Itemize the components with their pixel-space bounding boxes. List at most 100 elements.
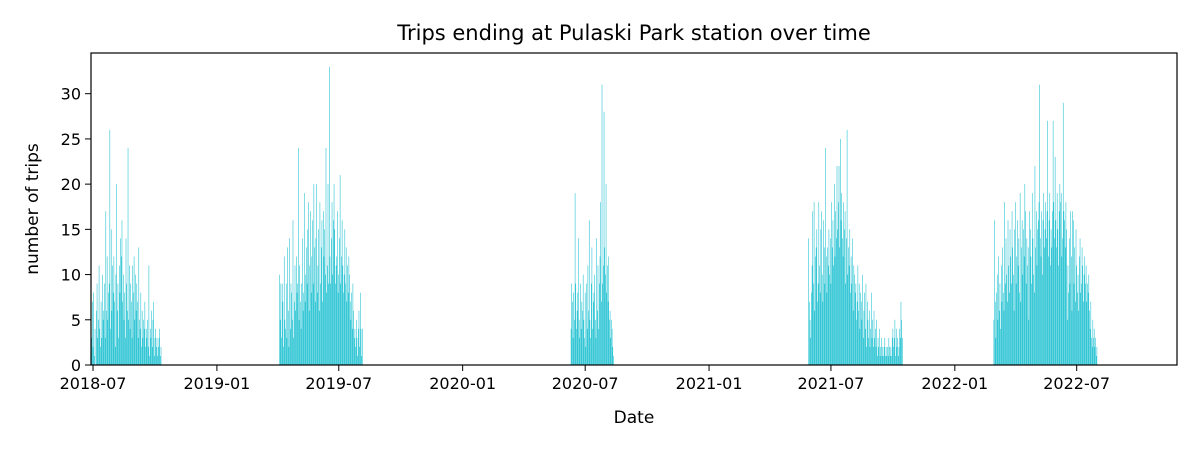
y-tick-label: 20: [61, 175, 81, 194]
bar: [887, 346, 888, 365]
x-tick-label: 2021-07: [798, 374, 865, 393]
bar: [328, 283, 329, 365]
bar: [94, 355, 95, 365]
bar: [1073, 283, 1075, 365]
bar: [1031, 193, 1033, 365]
bar: [1054, 157, 1056, 365]
bar: [596, 238, 597, 365]
bar: [599, 283, 600, 365]
bar: [1011, 211, 1013, 365]
bar: [591, 247, 593, 365]
bar: [1047, 120, 1048, 365]
bar: [1003, 292, 1004, 365]
bar: [881, 337, 882, 365]
bar: [159, 328, 160, 365]
bar: [330, 283, 331, 365]
bar: [285, 328, 286, 365]
bar: [303, 292, 305, 365]
bar: [133, 292, 134, 365]
bar: [97, 337, 98, 365]
bar: [148, 265, 150, 365]
bar: [1070, 211, 1071, 365]
bar: [331, 202, 333, 365]
bar: [1062, 102, 1064, 366]
bar: [333, 184, 335, 365]
bar: [1060, 193, 1062, 365]
bar: [325, 147, 327, 365]
bar: [1005, 283, 1006, 365]
bar: [1001, 265, 1002, 365]
bar: [1069, 283, 1071, 365]
bar: [574, 319, 575, 365]
bar: [297, 283, 298, 365]
bar: [155, 328, 156, 365]
bar: [282, 301, 284, 365]
bar: [589, 319, 591, 365]
bar: [323, 256, 325, 365]
bar: [871, 292, 872, 365]
bar: [588, 310, 589, 365]
bar: [1032, 238, 1034, 365]
bar: [831, 202, 832, 365]
bar: [1033, 274, 1034, 365]
bar: [996, 274, 998, 365]
bar: [158, 346, 159, 365]
bar: [143, 319, 144, 365]
bar: [1025, 211, 1026, 365]
bar: [1061, 256, 1063, 365]
bar: [147, 346, 149, 365]
bar: [1028, 319, 1030, 365]
bar: [156, 346, 157, 365]
bar: [1038, 220, 1039, 365]
bar: [312, 283, 314, 365]
bar: [582, 310, 583, 365]
bar: [116, 310, 118, 365]
bar: [1023, 256, 1025, 365]
bar: [850, 292, 851, 365]
bar: [844, 229, 845, 365]
y-tick-label: 10: [61, 266, 81, 285]
bar: [599, 256, 601, 365]
bar: [868, 337, 869, 365]
bar: [1095, 355, 1097, 365]
bar: [848, 265, 850, 365]
bar: [578, 319, 580, 365]
bar: [847, 274, 849, 365]
bar: [1012, 247, 1013, 365]
bar: [102, 274, 103, 365]
bar: [585, 346, 587, 365]
bar: [91, 337, 92, 365]
bar: [886, 355, 888, 365]
bar: [1071, 256, 1072, 365]
bar: [1060, 202, 1061, 365]
bar: [281, 337, 282, 365]
bar: [849, 229, 851, 365]
bar: [815, 247, 817, 365]
bar: [900, 337, 901, 365]
bar: [1011, 283, 1012, 365]
bar: [891, 355, 892, 365]
bar: [154, 337, 156, 365]
bar: [353, 310, 354, 365]
bar: [1056, 193, 1058, 365]
bar: [287, 247, 288, 365]
bar: [128, 319, 129, 365]
bar: [304, 193, 305, 365]
bar: [342, 265, 344, 365]
bar: [871, 337, 873, 365]
bar: [895, 328, 897, 365]
bar: [1041, 211, 1042, 365]
bar: [852, 310, 854, 365]
bar: [857, 265, 859, 365]
bar: [294, 265, 296, 365]
bar: [1014, 229, 1016, 365]
bar: [145, 328, 147, 365]
bar: [114, 346, 116, 365]
bar: [608, 256, 610, 365]
bar: [1090, 301, 1092, 365]
bar: [856, 301, 858, 365]
bar: [1096, 346, 1098, 365]
bar: [283, 346, 284, 365]
bar: [280, 283, 282, 365]
bar: [1059, 184, 1061, 365]
